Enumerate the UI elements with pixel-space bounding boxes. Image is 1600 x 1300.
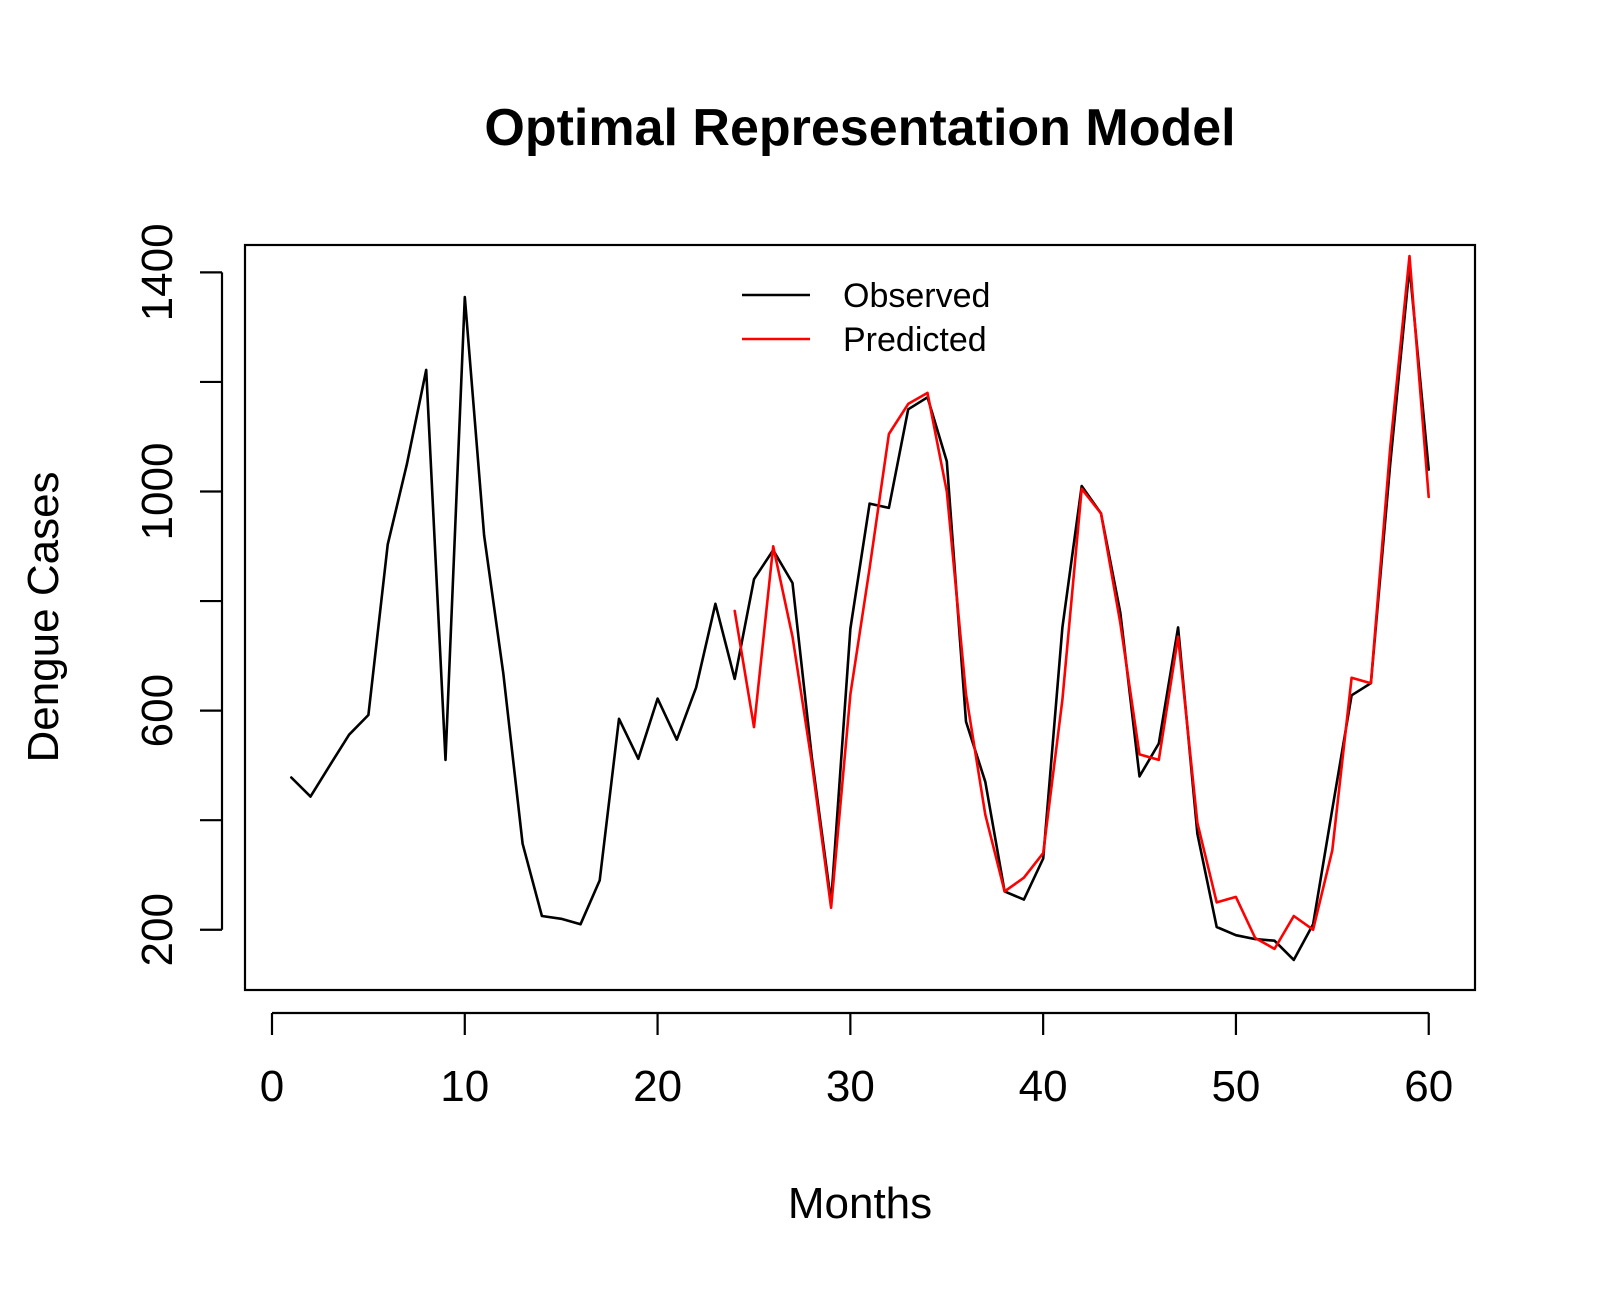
x-axis-label: Months [788, 1179, 932, 1228]
x-tick-label: 60 [1404, 1062, 1453, 1111]
series-line-observed [289, 265, 1430, 962]
y-tick-label: 200 [133, 893, 182, 966]
y-tick-label: 1000 [133, 443, 182, 541]
legend: Observed Predicted [742, 277, 990, 359]
legend-label-observed: Observed [843, 277, 990, 315]
y-tick-label: 1400 [133, 223, 182, 321]
y-axis-label: Dengue Cases [19, 471, 68, 762]
x-tick-label: 50 [1211, 1062, 1260, 1111]
x-axis: 0 10 20 30 40 50 60 [260, 1011, 1453, 1111]
series-line-predicted [733, 254, 1430, 951]
x-tick-label: 0 [260, 1062, 284, 1111]
x-tick-label: 30 [826, 1062, 875, 1111]
x-tick-label: 40 [1019, 1062, 1068, 1111]
plot-frame [243, 243, 1477, 992]
chart-title: Optimal Representation Model [484, 99, 1235, 157]
legend-label-predicted: Predicted [843, 321, 987, 359]
y-axis: 200 600 1000 1400 [133, 223, 224, 966]
y-tick-label: 600 [133, 674, 182, 747]
x-tick-label: 20 [633, 1062, 682, 1111]
x-tick-label: 10 [440, 1062, 489, 1111]
series-layer [289, 254, 1430, 962]
